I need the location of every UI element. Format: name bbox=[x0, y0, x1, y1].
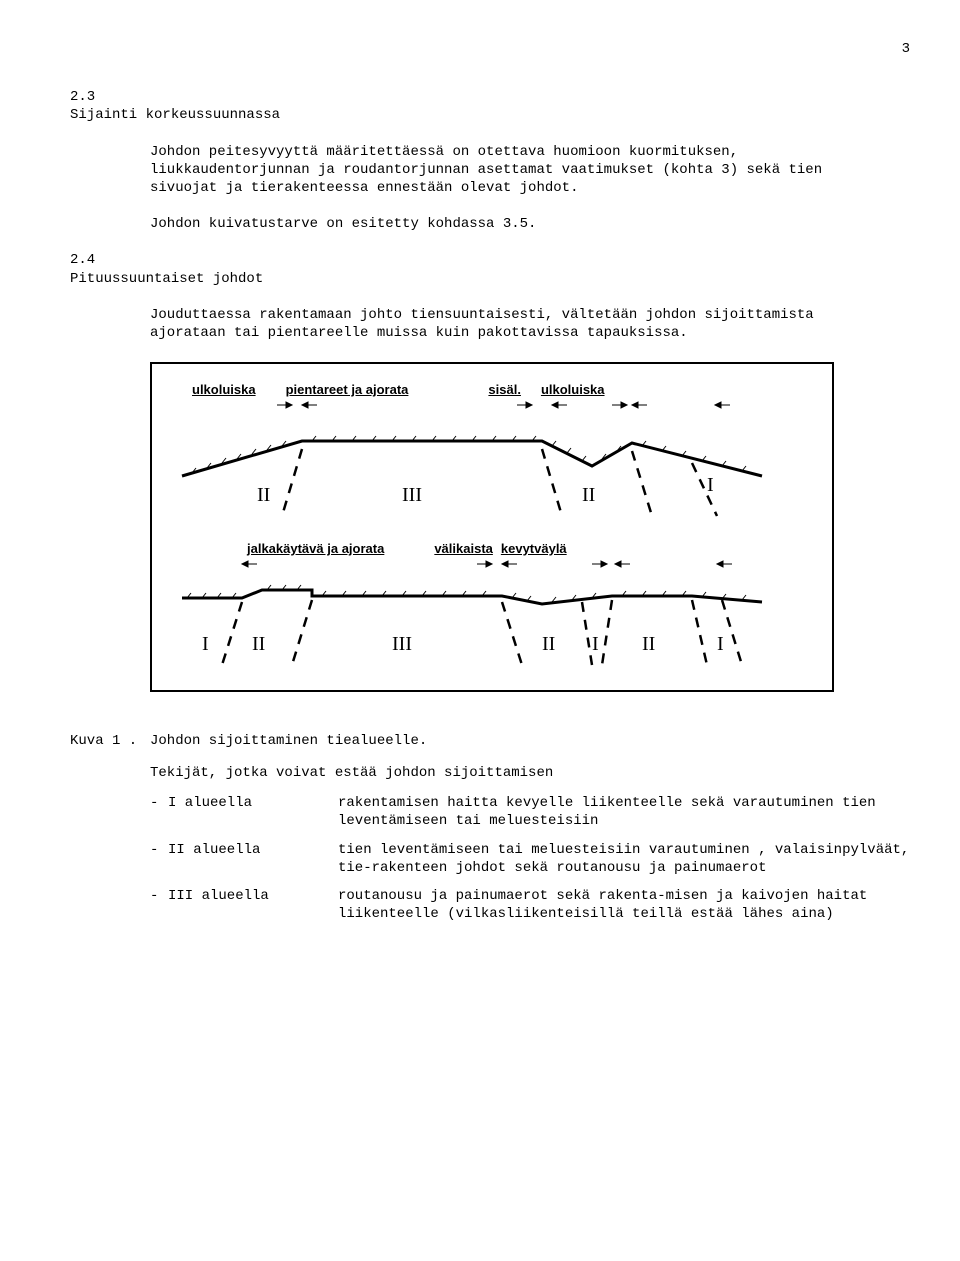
label-ulkoluiska-right: ulkoluiska bbox=[541, 382, 605, 399]
section-2-4-number: 2.4 bbox=[70, 251, 910, 269]
figure-caption-text: Johdon sijoittaminen tiealueelle. bbox=[150, 732, 427, 750]
figure-top-svg: II III II I bbox=[172, 401, 772, 521]
factor-term-3: III alueella bbox=[168, 887, 338, 923]
factor-row-3: - III alueella routanousu ja painumaerot… bbox=[150, 887, 910, 923]
figure-bottom-labels: jalkakäytävä ja ajorata välikaista kevyt… bbox=[172, 541, 812, 558]
figure-bottom-svg: I II III II I II I bbox=[172, 560, 772, 670]
figure-1: ulkoluiska pientareet ja ajorata sisäl. … bbox=[150, 362, 910, 692]
dash-icon: - bbox=[150, 887, 168, 923]
svg-text:I: I bbox=[202, 633, 209, 655]
label-valikaista: välikaista bbox=[434, 541, 493, 558]
page-number: 3 bbox=[70, 40, 910, 58]
label-pientareet: pientareet ja ajorata bbox=[286, 382, 409, 399]
factor-body-2: tien leventämiseen tai meluesteisiin var… bbox=[338, 841, 910, 877]
factor-body-3: routanousu ja painumaerot sekä rakenta-m… bbox=[338, 887, 910, 923]
factors-intro: Tekijät, jotka voivat estää johdon sijoi… bbox=[150, 764, 910, 782]
factor-row-1: - I alueella rakentamisen haitta kevyell… bbox=[150, 794, 910, 830]
svg-text:I: I bbox=[717, 633, 724, 655]
figure-1-box: ulkoluiska pientareet ja ajorata sisäl. … bbox=[150, 362, 834, 692]
section-2-4-title: Pituussuuntaiset johdot bbox=[70, 270, 910, 288]
figure-caption-key: Kuva 1 . bbox=[70, 732, 150, 750]
factor-term-1: I alueella bbox=[168, 794, 338, 830]
svg-text:II: II bbox=[257, 484, 270, 506]
section-2-3-title: Sijainti korkeussuunnassa bbox=[70, 106, 910, 124]
label-sisal: sisäl. bbox=[488, 382, 521, 399]
section-2-3-para-1: Johdon peitesyvyyttä määritettäessä on o… bbox=[150, 143, 850, 198]
svg-text:II: II bbox=[252, 633, 265, 655]
factor-body-1: rakentamisen haitta kevyelle liikenteell… bbox=[338, 794, 910, 830]
figure-top-labels: ulkoluiska pientareet ja ajorata sisäl. … bbox=[172, 382, 812, 399]
dash-icon: - bbox=[150, 841, 168, 877]
factor-row-2: - II alueella tien leventämiseen tai mel… bbox=[150, 841, 910, 877]
label-kevytvayla: kevytväylä bbox=[501, 541, 567, 558]
svg-text:III: III bbox=[392, 633, 412, 655]
label-ulkoluiska-left: ulkoluiska bbox=[192, 382, 256, 399]
factor-term-2: II alueella bbox=[168, 841, 338, 877]
svg-text:II: II bbox=[582, 484, 595, 506]
label-jalkakaytava: jalkakäytävä ja ajorata bbox=[247, 541, 384, 558]
svg-text:II: II bbox=[542, 633, 555, 655]
svg-text:I: I bbox=[707, 474, 714, 496]
svg-text:III: III bbox=[402, 484, 422, 506]
svg-text:II: II bbox=[642, 633, 655, 655]
section-2-3-para-2: Johdon kuivatustarve on esitetty kohdass… bbox=[150, 215, 850, 233]
section-2-4-para-1: Jouduttaessa rakentamaan johto tiensuunt… bbox=[150, 306, 850, 342]
svg-text:I: I bbox=[592, 633, 599, 655]
section-2-3-number: 2.3 bbox=[70, 88, 910, 106]
dash-icon: - bbox=[150, 794, 168, 830]
